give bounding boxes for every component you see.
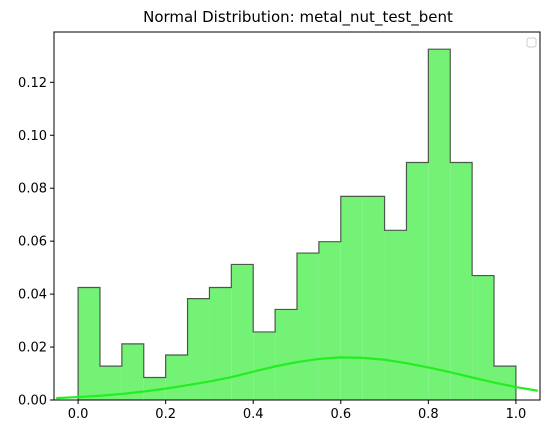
- histogram-bar: [319, 242, 341, 400]
- histogram-bar: [253, 332, 275, 400]
- y-axis: 0.00 0.02 0.04 0.06 0.08 0.10 0.12: [18, 76, 54, 409]
- y-tick-label: 0.12: [18, 76, 47, 91]
- histogram-bar: [450, 163, 472, 400]
- y-tick-label: 0.00: [18, 394, 47, 409]
- histogram-bar: [78, 287, 100, 400]
- chart-title: Normal Distribution: metal_nut_test_bent: [143, 8, 453, 27]
- histogram-bar: [231, 264, 253, 400]
- histogram-bar: [363, 196, 385, 400]
- legend: [527, 38, 536, 47]
- histogram-bar: [385, 230, 407, 400]
- histogram-bar: [341, 196, 363, 400]
- histogram-bar: [275, 309, 297, 400]
- x-tick-label: 0.0: [68, 407, 89, 422]
- y-tick-label: 0.10: [18, 129, 47, 144]
- x-tick-label: 0.4: [243, 407, 264, 422]
- y-tick-label: 0.08: [18, 182, 47, 197]
- x-axis: 0.0 0.2 0.4 0.6 0.8 1.0: [68, 400, 527, 422]
- histogram-bar: [297, 253, 319, 400]
- y-tick-label: 0.04: [18, 288, 47, 303]
- histogram-bars: [78, 49, 516, 400]
- histogram-bar: [209, 287, 231, 400]
- y-tick-label: 0.06: [18, 235, 47, 250]
- x-tick-label: 1.0: [506, 407, 527, 422]
- x-tick-label: 0.6: [330, 407, 351, 422]
- x-tick-label: 0.2: [155, 407, 176, 422]
- y-tick-label: 0.02: [18, 341, 47, 356]
- histogram-bar: [166, 355, 188, 400]
- histogram-bar: [428, 49, 450, 400]
- x-tick-label: 0.8: [418, 407, 439, 422]
